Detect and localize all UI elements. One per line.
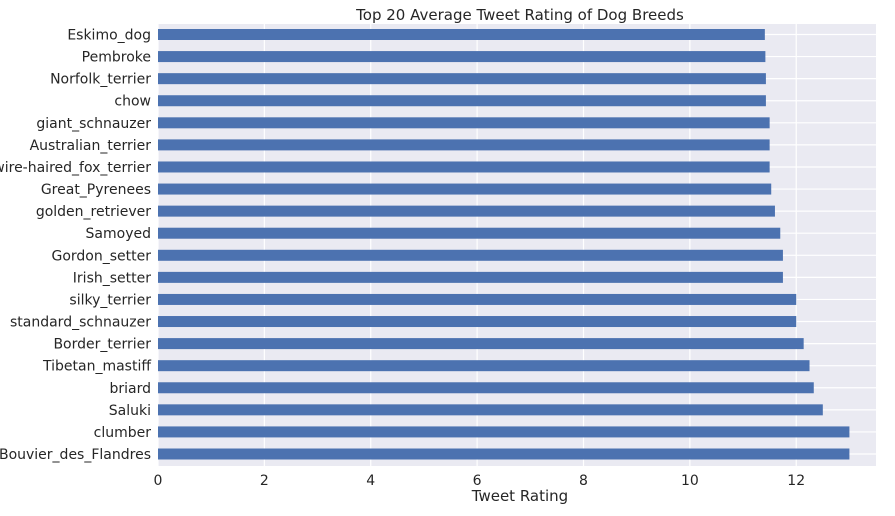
bar: [158, 404, 823, 416]
y-tick-label: silky_terrier: [69, 292, 151, 308]
bar: [158, 139, 770, 151]
y-tick-label: standard_schnauzer: [10, 315, 151, 331]
bar: [158, 338, 804, 350]
x-tick-label: 4: [366, 473, 375, 489]
bar: [158, 227, 781, 239]
y-tick-label: briard: [109, 381, 151, 397]
bars: [158, 29, 850, 460]
y-tick-label: wire-haired_fox_terrier: [0, 160, 151, 176]
x-tick-label: 2: [260, 473, 269, 489]
bar: [158, 29, 765, 40]
bar: [158, 271, 783, 283]
y-tick-label: Norfolk_terrier: [50, 72, 151, 88]
bar: [158, 73, 766, 85]
bar: [158, 183, 772, 195]
y-tick-label: Great_Pyrenees: [41, 182, 151, 198]
plot-area: [158, 24, 876, 466]
x-tick-labels: 0 2 4 6 8 10 12: [154, 473, 806, 489]
x-tick-label: 12: [787, 473, 805, 489]
x-tick-label: 8: [579, 473, 588, 489]
bar: [158, 426, 850, 438]
y-tick-label: Bouvier_des_Flandres: [0, 447, 151, 463]
x-axis-label: Tweet Rating: [471, 487, 568, 505]
bar: [158, 249, 783, 261]
y-tick-label: Australian_terrier: [30, 138, 152, 154]
y-tick-label: Gordon_setter: [51, 248, 151, 264]
x-tick-label: 6: [473, 473, 482, 489]
y-tick-label: Eskimo_dog: [67, 28, 151, 44]
y-tick-label: golden_retriever: [36, 204, 151, 220]
chart-title: Top 20 Average Tweet Rating of Dog Breed…: [355, 6, 684, 24]
bar: [158, 448, 850, 460]
bar: [158, 117, 770, 129]
bar: [158, 51, 766, 63]
y-tick-label: chow: [114, 94, 151, 110]
y-tick-label: Saluki: [109, 403, 151, 419]
y-tick-label: Pembroke: [82, 50, 151, 66]
bar: [158, 95, 766, 107]
bar: [158, 316, 797, 328]
x-tick-label: 0: [154, 473, 163, 489]
bar: [158, 360, 810, 372]
y-tick-label: Samoyed: [86, 226, 151, 242]
bar: [158, 293, 797, 305]
y-tick-label: Border_terrier: [53, 337, 151, 353]
y-tick-label: giant_schnauzer: [36, 116, 151, 132]
bar: [158, 161, 770, 173]
x-tick-label: 10: [681, 473, 699, 489]
bar: [158, 205, 775, 217]
y-tick-label: Irish_setter: [73, 270, 151, 286]
y-tick-label: Tibetan_mastiff: [42, 359, 151, 375]
bar: [158, 382, 814, 394]
y-tick-label: clumber: [94, 425, 152, 441]
